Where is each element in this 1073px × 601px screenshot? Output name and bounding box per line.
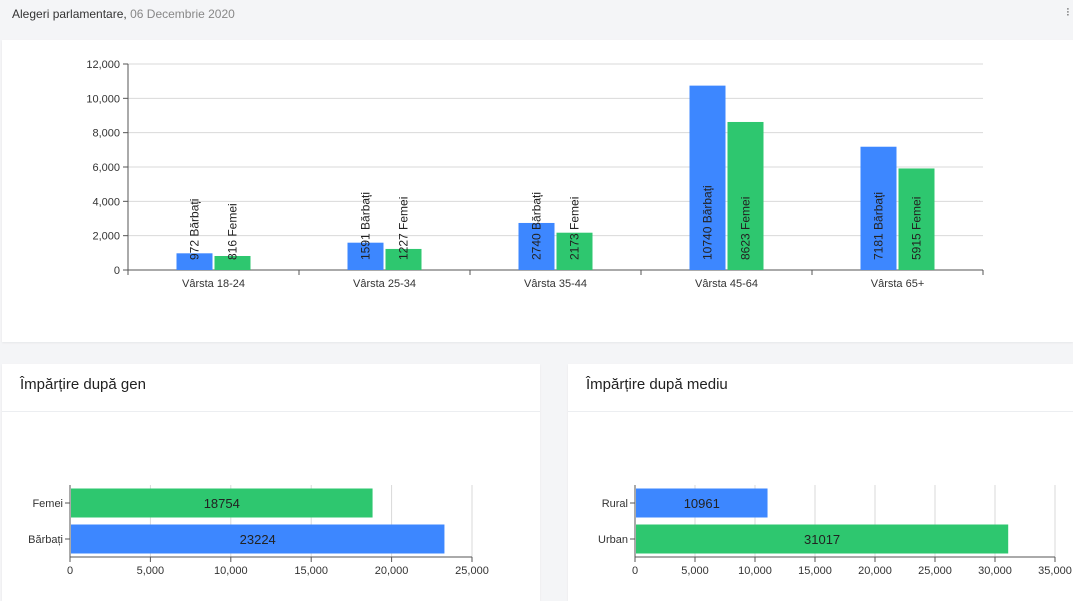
data-label: 8623 Femei	[739, 197, 753, 260]
y-tick-label: 2,000	[92, 231, 120, 243]
y-tick-label: 4,000	[92, 196, 120, 208]
x-tick-label: Vârsta 18-24	[182, 278, 245, 290]
environment-bar-chart: 0 5,000 10,000 15,000 20,000 25,000 30,000 35,0…	[598, 485, 1072, 577]
bar	[71, 524, 445, 554]
data-label: 23224	[240, 532, 276, 547]
election-title: Alegeri parlamentare	[12, 7, 124, 21]
bar-femei	[898, 168, 935, 270]
x-tick-label: 5,000	[137, 565, 165, 577]
x-tick-label: 30,000	[978, 565, 1012, 577]
data-label: 7181 Bărbați	[872, 192, 886, 260]
election-date: 06 Decembrie 2020	[130, 7, 235, 21]
gender-bar-chart: 0 5,000 10,000 15,000 20,000 25,000 Femei 18754…	[28, 485, 489, 577]
data-label: 2173 Femei	[568, 197, 582, 260]
data-label: 2740 Bărbați	[530, 192, 544, 260]
bar	[636, 488, 768, 518]
bar	[636, 524, 1009, 554]
bar-femei	[385, 248, 422, 270]
card-divider	[2, 411, 540, 412]
y-tick-label: 8,000	[92, 128, 120, 140]
x-tick-label: Vârsta 65+	[871, 278, 925, 290]
card-divider	[568, 411, 1073, 412]
x-tick-label: 15,000	[294, 565, 328, 577]
age-chart-card: 0 2,000 4,000 6,000 8,000 10,000 12,000 Vârsta …	[2, 40, 1073, 342]
bar-femei	[727, 121, 764, 270]
environment-card-title: Împărțire după mediu	[586, 376, 728, 393]
page-header: Alegeri parlamentare, 06 Decembrie 2020 …	[0, 0, 1073, 30]
more-vertical-icon[interactable]: ⁝	[1066, 5, 1070, 19]
y-tick-label: 12,000	[86, 59, 120, 71]
bar-femei	[214, 255, 251, 270]
data-label: 1591 Bărbați	[359, 192, 373, 260]
data-label: 816 Femei	[226, 203, 240, 260]
y-tick-label: 10,000	[86, 93, 120, 105]
x-tick-label: 35,000	[1038, 565, 1072, 577]
x-tick-label: 20,000	[375, 565, 409, 577]
data-label: 10740 Bărbați	[701, 185, 715, 260]
age-bar-chart: 0 2,000 4,000 6,000 8,000 10,000 12,000 Vârsta …	[86, 59, 984, 290]
x-tick-label: 0	[632, 565, 638, 577]
title-separator: ,	[123, 7, 127, 21]
environment-chart-card: Împărțire după mediu 0 5,000 10,000 15,000 2…	[568, 364, 1073, 601]
x-tick-label: Vârsta 45-64	[695, 278, 758, 290]
y-tick-label: Rural	[602, 498, 628, 510]
x-tick-label: 10,000	[214, 565, 248, 577]
gender-chart-card: Împărțire după gen 0 5,000 10,000 15,000 20,…	[2, 364, 540, 601]
x-tick-label: 25,000	[455, 565, 489, 577]
x-tick-label: 20,000	[858, 565, 892, 577]
bar	[71, 488, 373, 518]
gender-card-title: Împărțire după gen	[20, 376, 146, 393]
bar-barbati	[518, 222, 555, 270]
y-tick-label: Femei	[32, 498, 63, 510]
x-tick-label: Vârsta 25-34	[353, 278, 416, 290]
x-tick-label: 5,000	[681, 565, 709, 577]
x-tick-label: 25,000	[918, 565, 952, 577]
report-title: Alegeri parlamentare, 06 Decembrie 2020	[12, 7, 235, 21]
bar-barbati	[176, 253, 213, 270]
data-label: 10961	[684, 496, 720, 511]
y-tick-label: Urban	[598, 534, 628, 546]
x-tick-label: 15,000	[798, 565, 832, 577]
data-label: 972 Bărbați	[188, 199, 202, 260]
y-tick-label: 6,000	[92, 162, 120, 174]
bar-femei	[556, 232, 593, 270]
x-tick-label: Vârsta 35-44	[524, 278, 587, 290]
bar-barbati	[860, 146, 897, 270]
bar-barbati	[347, 242, 384, 270]
y-tick-label: Bărbați	[28, 534, 63, 546]
data-label: 5915 Femei	[910, 197, 924, 260]
y-tick-label: 0	[114, 265, 120, 277]
data-label: 1227 Femei	[397, 197, 411, 260]
bar-barbati	[689, 85, 726, 270]
x-tick-label: 0	[67, 565, 73, 577]
data-label: 31017	[804, 532, 840, 547]
data-label: 18754	[204, 496, 240, 511]
x-tick-label: 10,000	[738, 565, 772, 577]
